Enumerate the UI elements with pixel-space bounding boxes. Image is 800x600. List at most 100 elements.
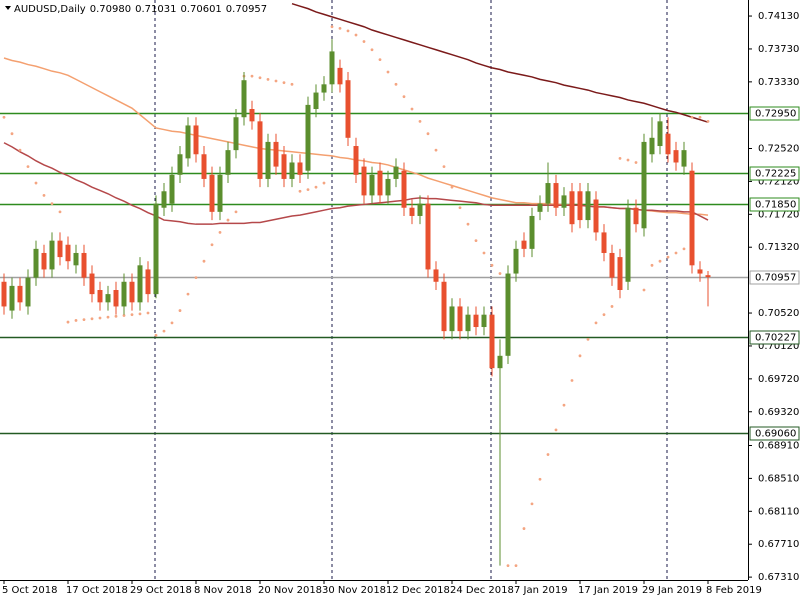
x-tick-label: 12 Dec 2018 [386, 585, 450, 596]
candle-body [137, 265, 143, 303]
sar-dot [554, 428, 558, 432]
sar-dot [426, 132, 430, 136]
y-tick-label: 0.70520 [758, 308, 799, 319]
sar-dot [226, 218, 230, 222]
collapse-icon [5, 6, 11, 10]
sar-dot [386, 70, 390, 74]
candle-body [689, 170, 695, 266]
sar-dot [618, 156, 622, 160]
level-label: 0.70227 [755, 333, 796, 344]
plot-area [0, 2, 748, 568]
y-tick-label: 0.73330 [758, 77, 799, 88]
candle-body [321, 84, 327, 93]
sar-dot [138, 312, 142, 316]
sar-dot [274, 79, 278, 83]
candle-body [601, 232, 607, 253]
candle-body [433, 269, 439, 282]
level-label-box [749, 106, 800, 121]
y-tick-label: 0.67310 [758, 572, 799, 583]
candle-body [201, 154, 207, 179]
sar-dot [162, 329, 166, 333]
sar-dot [186, 292, 190, 296]
candle-body [265, 141, 271, 179]
sar-dot [378, 58, 382, 62]
candle-body [65, 244, 71, 262]
y-tick-label: 0.72520 [758, 143, 799, 154]
level-label-box [749, 166, 800, 181]
y-tick-label: 0.69320 [758, 407, 799, 418]
candle-body [697, 269, 703, 274]
candle-body [361, 166, 367, 196]
candle-body [497, 355, 503, 369]
sar-dot [586, 337, 590, 341]
sar-dot [522, 527, 526, 530]
sar-dot [122, 314, 126, 317]
chart-title: AUDUSD,Daily [14, 4, 86, 15]
sar-dot [338, 26, 342, 30]
sar-dot [666, 255, 670, 259]
candle-body [225, 150, 231, 175]
header-value: 0.71031 [135, 4, 176, 15]
candle-body [193, 125, 199, 155]
level-label-box [749, 197, 800, 212]
candle-body [681, 150, 687, 167]
sar-dot [410, 107, 414, 111]
candle-body [297, 162, 303, 175]
sar-dot [442, 165, 446, 168]
sar-dot [154, 333, 158, 337]
candle-body [385, 178, 391, 196]
level-label-box [749, 330, 800, 345]
candle-body [345, 80, 351, 138]
sar-dot [346, 29, 350, 33]
candle-body [153, 203, 159, 295]
candle-body [657, 121, 663, 147]
sar-dot [66, 320, 70, 324]
candle-body [249, 109, 255, 122]
candle-body [505, 273, 511, 356]
candle-body [473, 314, 479, 328]
y-tick-label: 0.70120 [758, 341, 799, 352]
candle-body [617, 257, 623, 290]
candle-body [9, 285, 15, 311]
y-tick-label: 0.71720 [758, 209, 799, 220]
sar-dot [34, 181, 38, 185]
candle-body [313, 92, 319, 110]
candle-body [593, 199, 599, 233]
sar-dot [290, 82, 294, 86]
sar-dot [610, 305, 614, 308]
sar-dot [418, 119, 422, 123]
sar-dot [626, 158, 630, 162]
sar-dot [482, 251, 486, 255]
candle-body [289, 162, 295, 179]
candle-body [161, 191, 167, 208]
sar-dot [474, 239, 478, 243]
candle-body [649, 137, 655, 155]
x-tick-label: 30 Nov 2018 [322, 585, 386, 596]
candle-body [281, 154, 287, 179]
header-value: 0.70601 [180, 4, 221, 15]
sar-dot [314, 185, 318, 189]
candle-body [33, 248, 39, 278]
sar-dot [298, 189, 302, 193]
sar-dot [82, 318, 86, 322]
level-label: 0.70957 [755, 273, 796, 284]
sar-dot [10, 132, 14, 136]
sar-dot [258, 76, 262, 80]
candle-body [41, 252, 47, 270]
sar-dot [18, 148, 22, 152]
candle-body [73, 252, 79, 266]
candle-body [561, 195, 567, 208]
candle-body [545, 183, 551, 204]
candle-body [81, 252, 87, 278]
sar-dot [306, 188, 310, 192]
sar-dot [322, 181, 326, 185]
candle-body [329, 51, 335, 85]
candle-body [97, 290, 103, 303]
candle-body [425, 203, 431, 270]
sar-dot [642, 288, 646, 292]
sar-dot [562, 403, 566, 407]
candle-body [121, 281, 127, 307]
sar-dot [498, 272, 502, 275]
candle-body [457, 306, 463, 332]
